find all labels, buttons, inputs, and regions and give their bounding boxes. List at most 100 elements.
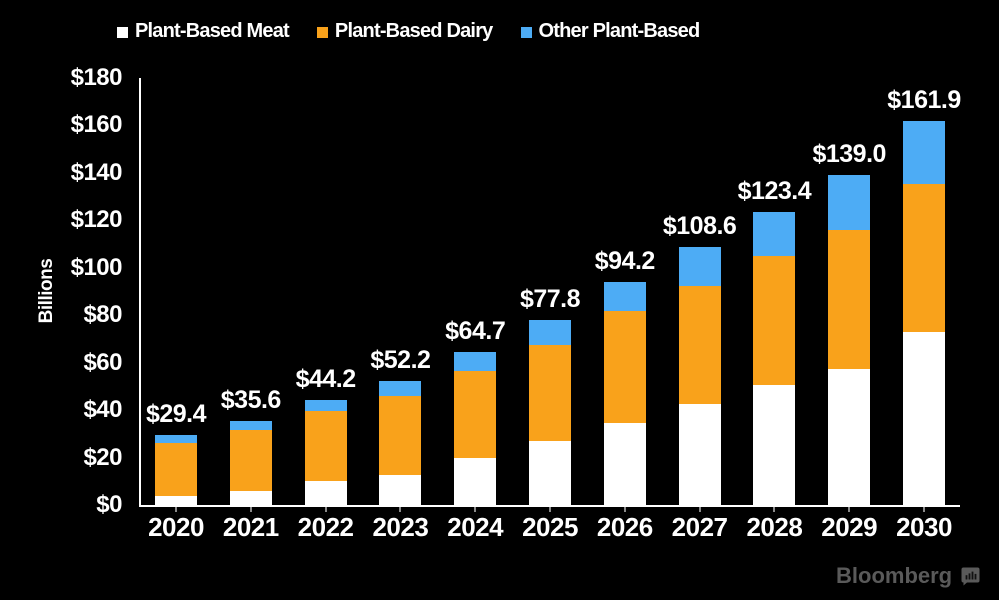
y-axis-tick-label: $40 [83, 396, 122, 424]
legend-swatch-icon [117, 27, 128, 38]
bar-value-label: $77.8 [519, 285, 581, 314]
legend-label: Plant-Based Meat [135, 20, 290, 42]
legend-swatch-icon [316, 27, 328, 38]
bar-segment-plant-based-meat [229, 490, 272, 505]
bar-segment-plant-based-meat [529, 441, 571, 505]
bar-segment-plant-based-meat [903, 332, 945, 505]
bar-value-label: $64.7 [445, 316, 506, 345]
stacked-bar-2023 [379, 381, 422, 505]
y-axis-tick-label: $80 [83, 301, 122, 329]
bar-segment-other-plant-based [304, 400, 347, 411]
y-axis-tick-label: $0 [96, 491, 122, 518]
stacked-bar-2020 [155, 435, 197, 505]
x-axis-tick-mark [175, 507, 177, 512]
x-axis-tick-mark [848, 507, 851, 512]
bar-segment-plant-based-dairy [304, 410, 347, 482]
bar-segment-other-plant-based [903, 120, 945, 184]
bar-segment-plant-based-dairy [678, 286, 721, 405]
bar-value-label: $108.6 [662, 212, 737, 241]
legend-item-plant-based-dairy: Plant-Based Dairy [316, 20, 493, 43]
legend-item-plant-based-meat: Plant-Based Meat [117, 20, 290, 43]
x-axis-label-2025: 2025 [522, 512, 578, 542]
legend-item-other-plant-based: Other Plant-Based [520, 20, 701, 43]
legend-swatch-icon [520, 27, 532, 38]
bar-value-label: $94.2 [594, 246, 656, 275]
x-axis-label-2022: 2022 [297, 512, 354, 542]
y-axis-title: Billions [36, 258, 57, 324]
bar-segment-other-plant-based [379, 381, 422, 396]
bar-segment-plant-based-dairy [229, 429, 272, 491]
bar-segment-other-plant-based [155, 435, 197, 443]
x-axis-label-2021: 2021 [222, 512, 279, 542]
x-axis-label-2024: 2024 [447, 512, 504, 542]
bar-chart-bubble-icon [961, 567, 980, 586]
stacked-bar-2022 [304, 400, 347, 505]
bar-segment-other-plant-based [678, 247, 721, 287]
y-axis-tick-label: $120 [70, 206, 123, 234]
bar-segment-plant-based-meat [678, 404, 721, 505]
bar-value-label: $161.9 [887, 85, 961, 114]
y-axis-tick-label: $140 [70, 158, 123, 186]
bar-segment-plant-based-dairy [155, 442, 197, 496]
x-axis-label-2030: 2030 [896, 512, 952, 542]
bar-segment-other-plant-based [454, 351, 497, 371]
bar-segment-plant-based-meat [828, 369, 871, 505]
bar-segment-plant-based-dairy [828, 229, 871, 370]
stacked-bar-2024 [454, 351, 497, 505]
x-axis-label-2029: 2029 [821, 512, 878, 542]
stacked-bar-2028 [753, 212, 796, 505]
x-axis-tick-mark [474, 507, 477, 512]
x-axis-tick-mark [923, 507, 925, 512]
y-axis-tick-label: $60 [83, 348, 122, 376]
bar-segment-plant-based-meat [603, 422, 646, 505]
x-axis-tick-mark [399, 507, 402, 512]
x-axis-tick-mark [549, 507, 551, 512]
stacked-bar-2026 [603, 281, 646, 505]
bar-segment-plant-based-meat [379, 475, 422, 505]
bar-value-label: $29.4 [145, 400, 207, 429]
bar-segment-plant-based-meat [155, 495, 197, 505]
x-axis-label-2028: 2028 [746, 512, 803, 542]
bar-value-label: $123.4 [737, 177, 812, 206]
stacked-bar-2021 [229, 420, 272, 505]
bar-segment-plant-based-dairy [903, 183, 945, 333]
y-axis-tick-label: $180 [70, 64, 123, 91]
y-axis-tick-label: $20 [83, 443, 122, 471]
bar-value-label: $44.2 [295, 365, 357, 394]
bar-segment-plant-based-dairy [529, 345, 571, 442]
bar-segment-other-plant-based [603, 281, 646, 312]
bar-value-label: $35.6 [220, 385, 282, 414]
y-axis-tick-label: $100 [70, 253, 123, 281]
x-axis-label-2020: 2020 [148, 512, 204, 542]
bar-segment-plant-based-meat [304, 481, 347, 505]
bloomberg-logo: Bloomberg [836, 563, 980, 589]
bar-segment-other-plant-based [753, 212, 796, 256]
y-axis-tick-label: $160 [70, 111, 123, 139]
stacked-bar-2025 [529, 320, 571, 505]
x-axis-tick-mark [324, 507, 327, 512]
x-axis-label-2026: 2026 [596, 512, 653, 542]
bar-segment-plant-based-meat [454, 458, 497, 505]
bar-segment-plant-based-dairy [454, 370, 497, 459]
bar-segment-plant-based-dairy [379, 395, 422, 476]
chart-legend: Plant-Based Meat Plant-Based Dairy Other P… [117, 20, 701, 43]
bar-segment-other-plant-based [229, 420, 272, 430]
legend-label: Other Plant-Based [538, 20, 701, 42]
x-axis-tick-mark [698, 507, 701, 512]
bloomberg-logo-text: Bloomberg [836, 563, 953, 588]
x-axis-label-2027: 2027 [671, 512, 728, 542]
bar-segment-plant-based-dairy [603, 311, 646, 423]
x-axis-tick-mark [773, 507, 776, 512]
legend-label: Plant-Based Dairy [334, 20, 493, 42]
stacked-bar-2030 [903, 120, 945, 505]
bar-value-label: $52.2 [370, 346, 431, 375]
stacked-bar-2029 [828, 175, 871, 505]
bar-value-label: $139.0 [812, 140, 886, 169]
x-axis-tick-mark [249, 507, 252, 512]
bar-segment-plant-based-dairy [753, 255, 796, 386]
x-axis-tick-mark [623, 507, 626, 512]
bar-segment-plant-based-meat [753, 385, 796, 505]
x-axis-label-2023: 2023 [372, 512, 429, 542]
bar-segment-other-plant-based [529, 320, 571, 346]
